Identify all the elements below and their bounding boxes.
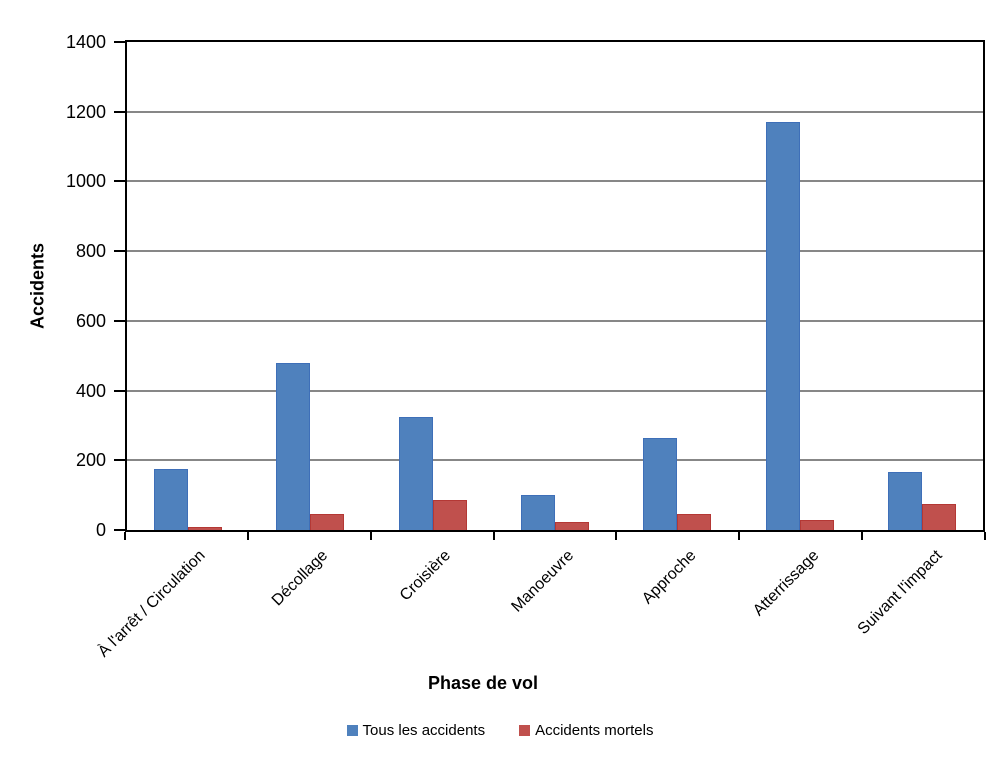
y-axis-tick [114,459,125,462]
gridline [127,319,983,322]
gridline [127,180,983,183]
bar-all-accidents [154,469,189,530]
category-slot [738,122,860,530]
bar-all-accidents [643,438,678,530]
y-axis-tick [114,180,125,183]
x-axis-tick [124,532,126,540]
y-tick-label: 1200 [65,101,106,122]
y-tick-label: 1400 [65,32,106,52]
category-slot [616,438,738,530]
y-tick-label: 0 [95,520,106,540]
legend-swatch-icon [519,725,531,736]
bar-fatal-accidents [799,520,834,530]
legend-item: Tous les accidents [346,722,486,739]
legend: Tous les accidents Accidents mortels [0,722,1000,739]
bar-fatal-accidents [554,522,589,530]
bar-all-accidents [276,363,311,530]
x-category-label: À l'arrêt / Circulation [94,547,209,661]
legend-item: Accidents mortels [519,722,653,739]
y-tick-label: 800 [75,241,106,262]
gridline [127,250,983,253]
bar-all-accidents [398,417,433,530]
bar-fatal-accidents [188,527,223,530]
gridline [127,389,983,392]
x-category-label: Croisière [396,547,455,605]
bar-all-accidents [765,122,800,530]
y-tick-label: 1000 [65,171,106,192]
y-tick-label: 400 [75,380,106,401]
y-axis-tick [114,41,125,43]
category-slot [127,469,249,530]
category-slot [861,472,983,530]
x-category-label: Manoeuvre [508,547,578,616]
gridline [127,110,983,113]
x-category-label: Suivant l'impact [854,547,946,638]
bar-all-accidents [520,495,555,530]
x-axis-tick [615,532,618,540]
y-tick-label: 600 [75,310,106,331]
x-category-label: Atterrissage [750,547,823,620]
y-axis-tick [114,250,125,253]
x-category-label: Approche [639,547,700,608]
y-axis-title: Accidents [27,242,48,330]
gridline [127,459,983,462]
x-axis-tick [246,532,249,540]
bar-fatal-accidents [310,514,345,530]
x-axis-tick [738,532,741,540]
x-category-label: Décollage [268,547,332,610]
bar-fatal-accidents [432,500,467,530]
legend-label: Accidents mortels [535,722,654,739]
bar-all-accidents [887,472,922,530]
category-slot [249,363,371,530]
x-axis-tick [369,532,372,540]
y-axis-tick [114,110,125,113]
category-slot [494,495,616,530]
x-axis-title: Phase de vol [427,673,539,693]
y-axis-tick [114,389,125,392]
plot-area [125,40,985,532]
x-axis-tick [492,532,495,540]
category-slot [372,417,494,530]
y-axis-tick [114,529,125,531]
y-axis-tick [114,319,125,322]
x-axis-tick [861,532,864,540]
bar-fatal-accidents [677,514,712,530]
legend-swatch-icon [346,725,358,736]
x-axis-tick [984,532,986,540]
bar-fatal-accidents [921,504,956,530]
bar-slots [127,42,983,530]
y-tick-label: 200 [75,450,106,471]
legend-label: Tous les accidents [362,722,486,739]
